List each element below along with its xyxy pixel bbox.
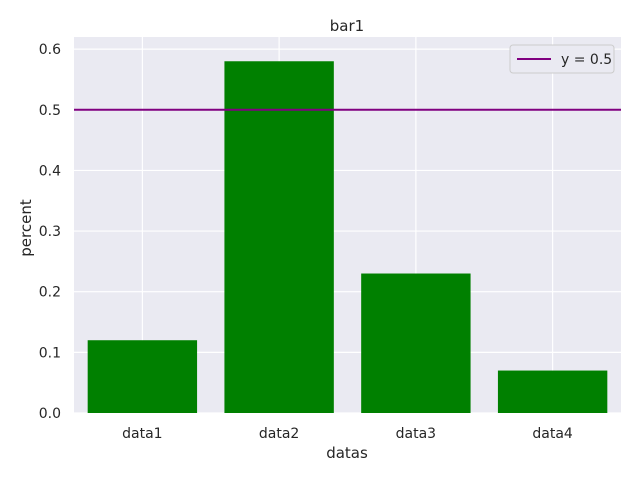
y-tick-label: 0.6 [39, 42, 61, 58]
bar-data2 [224, 61, 334, 414]
y-tick-label: 0.3 [39, 224, 61, 240]
chart-title: bar1 [330, 17, 364, 35]
legend: y = 0.5 [509, 44, 615, 74]
x-tick-label: data2 [259, 426, 299, 442]
y-tick-label: 0.0 [39, 406, 61, 422]
legend-box [509, 44, 615, 74]
x-tick-label: data3 [396, 426, 436, 442]
legend-label: y = 0.5 [561, 52, 612, 68]
bar-data4 [497, 370, 608, 413]
bar-data1 [87, 340, 198, 413]
y-tick-labels: 0.0 0.1 0.2 0.3 0.4 0.5 0.6 [39, 42, 61, 422]
y-tick-label: 0.2 [39, 285, 61, 301]
x-axis-label: datas [326, 444, 368, 462]
y-tick-label: 0.5 [39, 103, 61, 119]
y-tick-label: 0.1 [39, 345, 61, 361]
x-tick-label: data1 [122, 426, 162, 442]
bar-data3 [361, 273, 471, 413]
bars [87, 61, 608, 414]
y-axis-label: percent [17, 199, 35, 257]
x-tick-label: data4 [532, 426, 573, 442]
y-tick-label: 0.4 [39, 163, 61, 179]
x-tick-labels: data1 data2 data3 data4 [122, 426, 573, 442]
